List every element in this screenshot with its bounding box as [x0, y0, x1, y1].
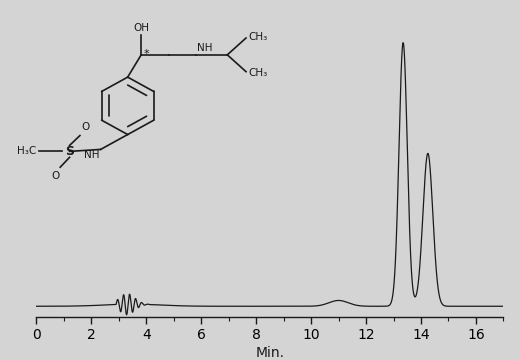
Text: OH: OH	[133, 23, 149, 33]
Text: O: O	[81, 122, 89, 132]
Text: CH₃: CH₃	[249, 32, 268, 42]
Text: O: O	[51, 171, 59, 181]
Text: S: S	[65, 145, 74, 158]
X-axis label: Min.: Min.	[255, 346, 284, 360]
Text: NH: NH	[197, 43, 213, 53]
Text: *: *	[144, 49, 149, 59]
Text: H₃C: H₃C	[17, 147, 36, 156]
Text: CH₃: CH₃	[249, 68, 268, 78]
Text: NH: NH	[84, 150, 99, 161]
